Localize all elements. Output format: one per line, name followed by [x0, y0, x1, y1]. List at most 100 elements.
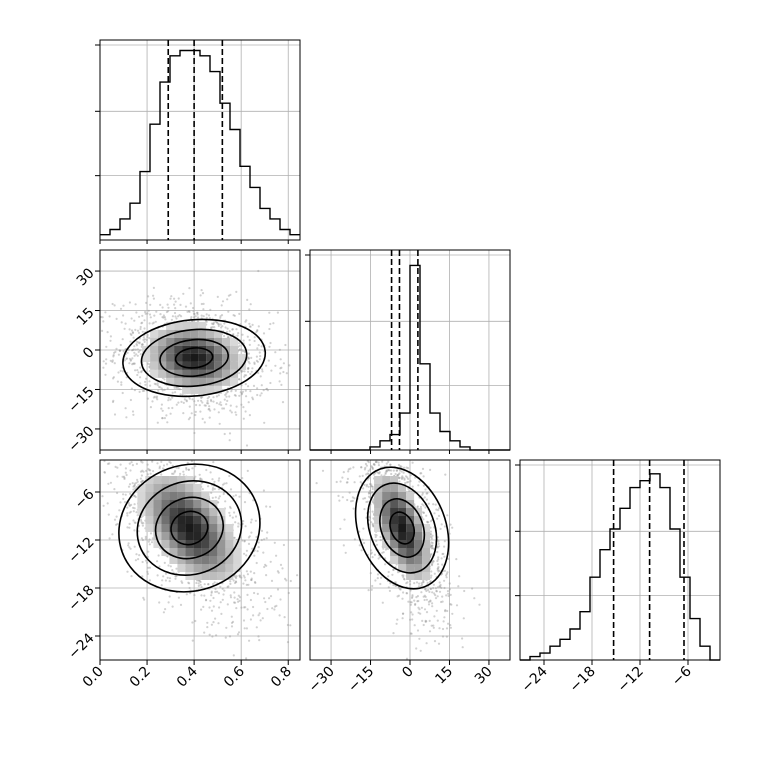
density-cell: [222, 337, 231, 346]
sample-point: [146, 555, 149, 559]
sample-point: [257, 546, 260, 549]
density-cell: [225, 548, 234, 556]
sample-point: [141, 330, 144, 333]
density-cell: [177, 524, 186, 532]
sample-point: [247, 360, 250, 363]
sample-point: [198, 580, 202, 583]
sample-point: [247, 356, 250, 359]
sample-point: [129, 547, 132, 550]
sample-point: [217, 497, 220, 500]
sample-point: [371, 522, 374, 525]
sample-point: [210, 594, 213, 597]
sample-point: [261, 368, 264, 371]
sample-point: [431, 541, 434, 545]
density-cell: [201, 492, 210, 500]
sample-point: [130, 387, 133, 390]
sample-point: [221, 598, 224, 601]
sample-point: [428, 590, 431, 594]
sample-point: [124, 471, 127, 474]
density-cell: [177, 500, 186, 508]
sample-point: [417, 484, 420, 487]
sample-point: [140, 370, 143, 373]
sample-point: [268, 345, 271, 348]
sample-point: [210, 326, 213, 329]
density-cell: [182, 329, 191, 338]
density-cell: [185, 556, 194, 564]
sample-point: [281, 401, 285, 404]
density-cell: [137, 500, 146, 508]
sample-point: [243, 540, 246, 543]
density-cell: [398, 484, 407, 492]
sample-point: [140, 343, 143, 346]
sample-point: [106, 462, 110, 465]
sample-point: [188, 405, 191, 408]
sample-point: [131, 363, 134, 366]
sample-point: [267, 359, 270, 362]
sample-point: [185, 400, 188, 403]
density-cell: [153, 492, 162, 500]
sample-point: [144, 559, 148, 562]
sample-point: [269, 381, 272, 385]
sample-point: [235, 575, 238, 578]
sample-point: [153, 382, 156, 385]
sample-point: [427, 521, 430, 524]
sample-point: [150, 541, 154, 544]
density-cell: [153, 508, 162, 516]
hist-panel-p1: [305, 249, 511, 451]
sample-point: [162, 314, 165, 317]
sample-point: [248, 325, 252, 328]
sample-point: [415, 581, 419, 584]
sample-point: [137, 558, 140, 561]
sample-point: [170, 295, 173, 298]
sample-point: [421, 619, 424, 623]
y-tick-label: −15: [65, 384, 97, 416]
sample-point: [175, 567, 178, 570]
sample-point: [252, 384, 256, 387]
sample-point: [251, 547, 254, 550]
sample-point: [443, 555, 446, 558]
sample-point: [269, 505, 272, 508]
sample-point: [175, 575, 178, 578]
sample-point: [186, 310, 189, 313]
sample-point: [234, 521, 237, 524]
sample-point: [161, 389, 164, 392]
sample-point: [238, 495, 241, 498]
sample-point: [123, 359, 127, 362]
sample-point: [427, 588, 430, 592]
sample-point: [206, 621, 209, 624]
density-cell: [169, 540, 178, 548]
sample-point: [458, 575, 461, 578]
sample-point: [200, 289, 203, 292]
sample-point: [153, 395, 156, 398]
sample-point: [132, 348, 135, 351]
sample-point: [234, 580, 237, 583]
sample-point: [272, 322, 275, 325]
sample-point: [139, 382, 142, 385]
sample-point: [104, 311, 107, 314]
sample-point: [427, 502, 430, 505]
sample-point: [226, 390, 229, 393]
sample-point: [228, 635, 232, 638]
sample-point: [149, 472, 152, 475]
sample-point: [129, 340, 132, 343]
density-cell: [382, 516, 391, 524]
sample-point: [228, 511, 231, 514]
density-cell: [190, 369, 199, 378]
density-cell: [150, 329, 159, 338]
sample-point: [195, 403, 198, 407]
sample-point: [471, 587, 474, 590]
sample-point: [409, 474, 412, 477]
density-cell: [217, 572, 226, 580]
sample-point: [392, 568, 395, 572]
sample-point: [250, 578, 253, 582]
sample-point: [285, 579, 288, 582]
density-cell: [217, 524, 226, 532]
sample-point: [135, 340, 139, 343]
sample-point: [425, 642, 428, 645]
sample-point: [249, 325, 252, 328]
sample-point: [160, 403, 163, 406]
density-cell: [193, 500, 202, 508]
sample-point: [177, 297, 180, 300]
x-tick-label: 0.4: [174, 663, 201, 690]
sample-point: [425, 514, 428, 517]
